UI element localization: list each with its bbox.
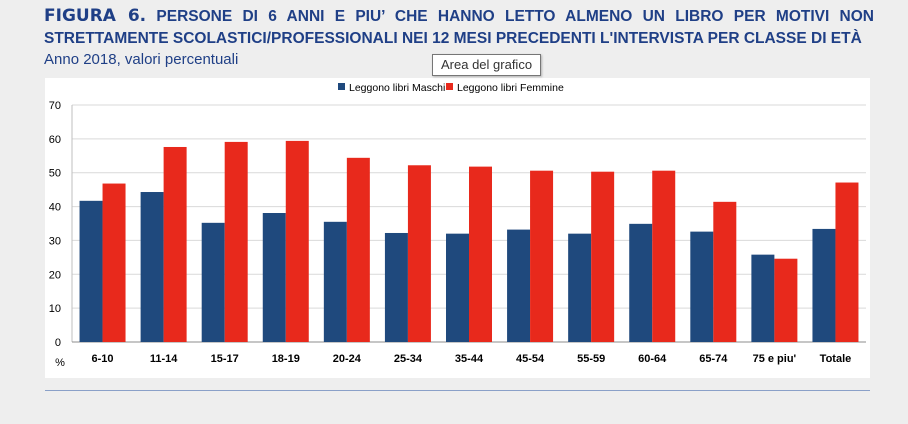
x-tick-label: Totale	[820, 353, 852, 365]
bar-femmine	[591, 171, 615, 342]
bar-maschi	[384, 232, 408, 342]
x-tick-label: 15-17	[211, 353, 239, 365]
figure-label: FIGURA 6.	[44, 6, 147, 26]
bar-femmine	[774, 258, 798, 342]
bar-maschi	[140, 192, 164, 342]
y-tick-label: 70	[49, 100, 61, 112]
bar-maschi	[323, 221, 347, 342]
bar-maschi	[629, 223, 653, 342]
bar-femmine	[469, 166, 492, 342]
chart-header: FIGURA 6. PERSONE DI 6 ANNI E PIU’ CHE H…	[44, 5, 874, 68]
bar-maschi	[751, 254, 775, 342]
x-tick-label: 55-59	[577, 353, 605, 365]
legend-swatch	[446, 83, 453, 90]
bar-femmine	[163, 146, 187, 342]
y-tick-label: 10	[49, 303, 61, 315]
bar-maschi	[812, 228, 836, 342]
y-tick-label: 0	[55, 337, 61, 349]
y-tick-label: 60	[49, 134, 61, 146]
bar-femmine	[285, 140, 309, 342]
bar-femmine	[530, 170, 554, 342]
bar-femmine	[102, 183, 126, 342]
bar-maschi	[201, 222, 225, 342]
x-tick-label: 6-10	[92, 353, 114, 365]
bar-maschi	[446, 233, 469, 342]
bar-femmine	[835, 182, 859, 342]
x-tick-label: 18-19	[272, 353, 300, 365]
legend-label: Leggono libri Femmine	[457, 82, 564, 94]
bar-femmine	[224, 141, 248, 342]
bottom-rule	[45, 390, 870, 391]
x-tick-label: 35-44	[455, 353, 484, 365]
x-tick-label: 75 e piu'	[753, 353, 797, 365]
bar-femmine	[713, 201, 737, 342]
tooltip: Area del grafico	[432, 54, 542, 76]
x-tick-label: 11-14	[150, 353, 178, 365]
title-text: PERSONE DI 6 ANNI E PIU’ CHE HANNO LETTO…	[44, 8, 875, 47]
bar-maschi	[79, 200, 103, 342]
x-tick-label: 45-54	[516, 353, 545, 365]
y-tick-label: 50	[49, 168, 61, 180]
y-tick-label: 40	[49, 202, 61, 214]
legend-swatch	[338, 83, 345, 90]
bar-femmine	[407, 165, 431, 342]
legend-label: Leggono libri Maschi	[349, 82, 445, 94]
bar-maschi	[507, 229, 531, 342]
y-tick-label: 20	[49, 269, 61, 281]
bar-maschi	[690, 231, 714, 342]
x-tick-label: 25-34	[394, 353, 423, 365]
y-axis-label: %	[55, 357, 65, 369]
bar-femmine	[652, 170, 676, 342]
bar-maschi	[262, 213, 286, 342]
chart-title: FIGURA 6. PERSONE DI 6 ANNI E PIU’ CHE H…	[44, 5, 874, 50]
x-tick-label: 65-74	[699, 353, 728, 365]
y-tick-label: 30	[49, 235, 61, 247]
chart-subtitle: Anno 2018, valori percentuali	[44, 51, 239, 68]
x-tick-label: 20-24	[333, 353, 362, 365]
bar-maschi	[568, 233, 592, 342]
bar-femmine	[346, 157, 370, 342]
x-tick-label: 60-64	[638, 353, 667, 365]
